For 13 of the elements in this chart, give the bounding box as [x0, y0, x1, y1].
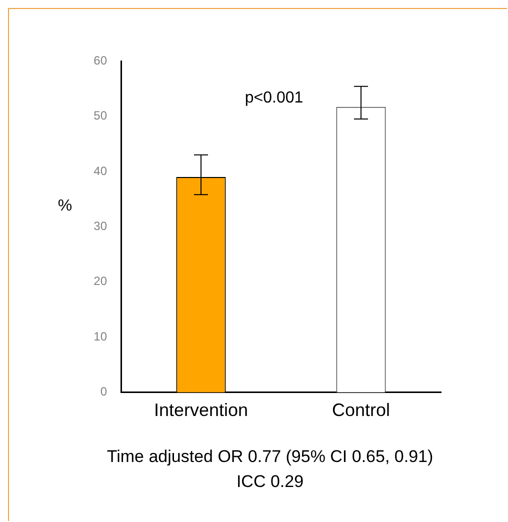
x-tick-label: Control: [332, 400, 390, 420]
y-tick-label: 20: [94, 274, 108, 288]
y-tick-label: 10: [94, 329, 108, 344]
text: ICC 0.29: [235, 471, 305, 493]
y-tick-label: 30: [94, 219, 108, 234]
x-tick-label: Intervention: [154, 400, 248, 420]
y-tick-label: 40: [94, 164, 108, 178]
annotation: p<0.001: [244, 89, 304, 106]
text: Time adjusted OR 0.77 (95% CI 0.65, 0.91): [106, 446, 434, 468]
y-tick-label: 50: [94, 108, 108, 123]
y-tick-label: 0: [100, 384, 108, 399]
y-tick-label: 60: [94, 53, 108, 68]
y-axis-title: %: [58, 197, 72, 214]
